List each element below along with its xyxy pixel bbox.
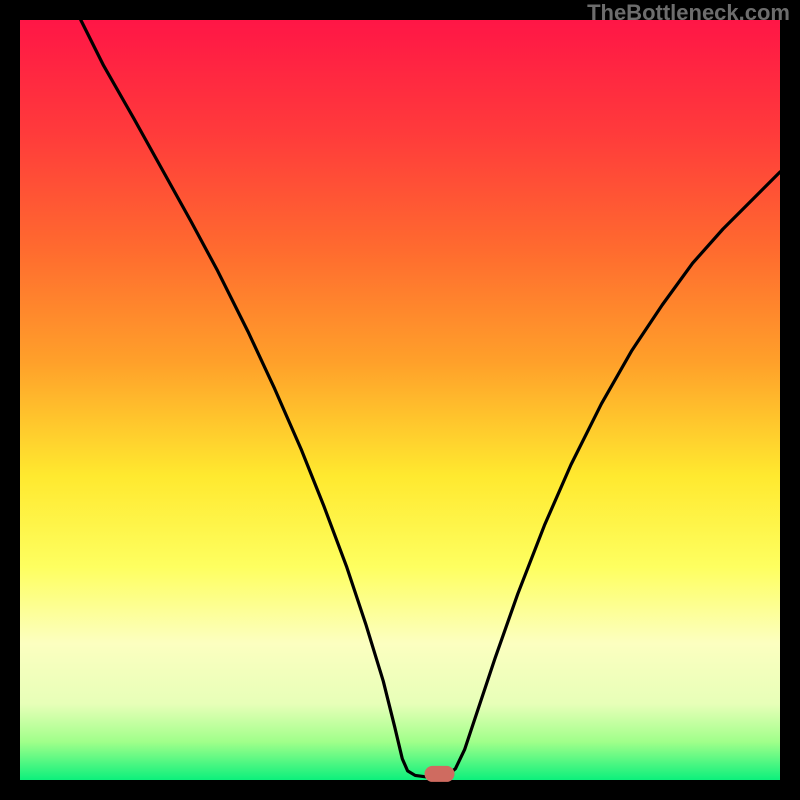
watermark-text: TheBottleneck.com: [587, 0, 790, 26]
bottleneck-chart: [0, 0, 800, 800]
optimum-marker: [425, 766, 455, 782]
plot-background: [20, 20, 780, 780]
